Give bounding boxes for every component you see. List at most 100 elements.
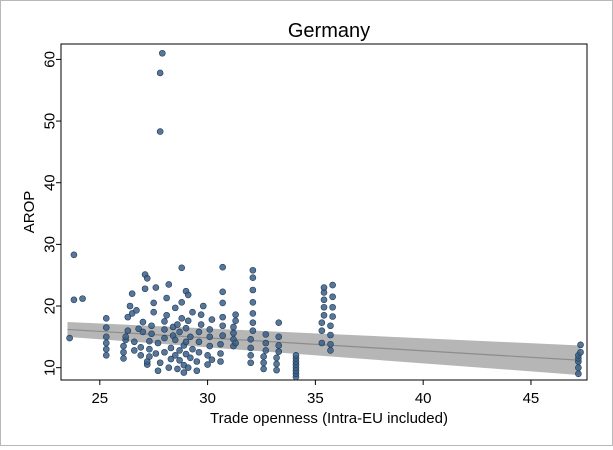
data-point: [275, 342, 283, 349]
data-point: [146, 353, 153, 360]
data-point: [260, 359, 267, 367]
data-point: [232, 339, 239, 347]
y-axis-label: AROP: [21, 191, 38, 234]
data-point: [262, 347, 270, 354]
data-point: [156, 128, 164, 135]
data-point: [102, 345, 110, 353]
data-point: [174, 365, 181, 373]
data-point: [219, 288, 226, 296]
data-point: [171, 336, 179, 344]
data-point: [195, 348, 203, 356]
data-point: [230, 323, 237, 331]
data-point: [187, 333, 194, 341]
data-point: [102, 315, 110, 322]
data-point: [206, 342, 214, 350]
data-point: [327, 331, 334, 339]
data-point: [137, 352, 145, 359]
x-tick-label: 35: [307, 390, 324, 407]
data-point: [249, 286, 257, 294]
x-tick-label: 25: [91, 390, 108, 407]
data-point: [275, 333, 283, 341]
data-point: [171, 304, 179, 312]
data-point: [152, 350, 160, 357]
data-point: [146, 345, 153, 353]
data-point: [176, 356, 183, 364]
data-point: [206, 326, 214, 333]
data-point: [141, 285, 149, 293]
data-point: [163, 294, 170, 302]
data-point: [262, 331, 270, 338]
data-point: [161, 334, 168, 342]
data-point: [178, 264, 186, 272]
data-point: [163, 311, 170, 319]
y-tick-label: 30: [42, 236, 59, 253]
data-point: [152, 284, 160, 291]
data-point: [262, 339, 270, 347]
data-point: [182, 324, 190, 332]
data-point: [102, 339, 110, 347]
data-point: [219, 263, 226, 271]
x-tick-label: 30: [199, 390, 216, 407]
data-point: [275, 319, 283, 326]
data-point: [275, 348, 283, 355]
data-point: [577, 341, 584, 349]
data-point: [249, 327, 257, 334]
data-point: [204, 361, 211, 368]
data-point: [102, 352, 110, 359]
data-point: [206, 333, 214, 341]
data-point: [182, 338, 190, 346]
data-point: [165, 364, 173, 371]
data-point: [180, 369, 188, 376]
data-point: [154, 367, 162, 375]
data-point: [187, 354, 194, 362]
data-point: [176, 328, 183, 336]
data-point: [161, 326, 168, 333]
data-point: [120, 355, 127, 362]
data-point: [204, 352, 211, 359]
data-point: [178, 315, 186, 322]
data-point: [575, 364, 582, 371]
y-tick-label: 40: [42, 174, 59, 191]
x-axis-ticks: 25 30 35 40 45: [91, 380, 539, 407]
data-point: [247, 344, 255, 352]
data-point: [148, 322, 155, 330]
data-point: [184, 291, 192, 299]
data-point: [249, 310, 257, 317]
data-point: [199, 302, 207, 310]
data-point: [167, 355, 175, 363]
x-axis-label: Trade openness (Intra-EU included): [210, 410, 448, 427]
data-point: [249, 266, 257, 274]
data-point: [174, 321, 181, 328]
data-point: [70, 251, 78, 259]
data-point: [120, 342, 127, 350]
data-point: [208, 356, 216, 363]
data-point: [232, 317, 239, 325]
data-point: [184, 317, 192, 325]
data-point: [133, 307, 140, 314]
y-tick-label: 10: [42, 359, 59, 376]
data-point: [197, 321, 205, 328]
data-point: [217, 350, 224, 357]
data-point: [318, 327, 326, 334]
data-point: [230, 329, 237, 337]
data-point: [249, 274, 257, 281]
data-point: [150, 299, 157, 307]
data-point: [167, 344, 175, 352]
data-point: [70, 296, 78, 304]
data-point: [124, 327, 132, 334]
data-point: [260, 353, 267, 360]
chart-title: Germany: [288, 20, 370, 42]
data-point: [273, 354, 280, 362]
y-tick-label: 20: [42, 298, 59, 315]
data-point: [156, 359, 164, 367]
data-point: [128, 290, 136, 297]
data-point: [327, 347, 334, 354]
data-point: [66, 334, 73, 342]
data-point: [165, 281, 173, 288]
data-point: [120, 348, 127, 356]
data-point: [146, 337, 153, 345]
data-point: [320, 296, 328, 304]
data-point: [208, 316, 216, 323]
data-point: [575, 370, 582, 378]
